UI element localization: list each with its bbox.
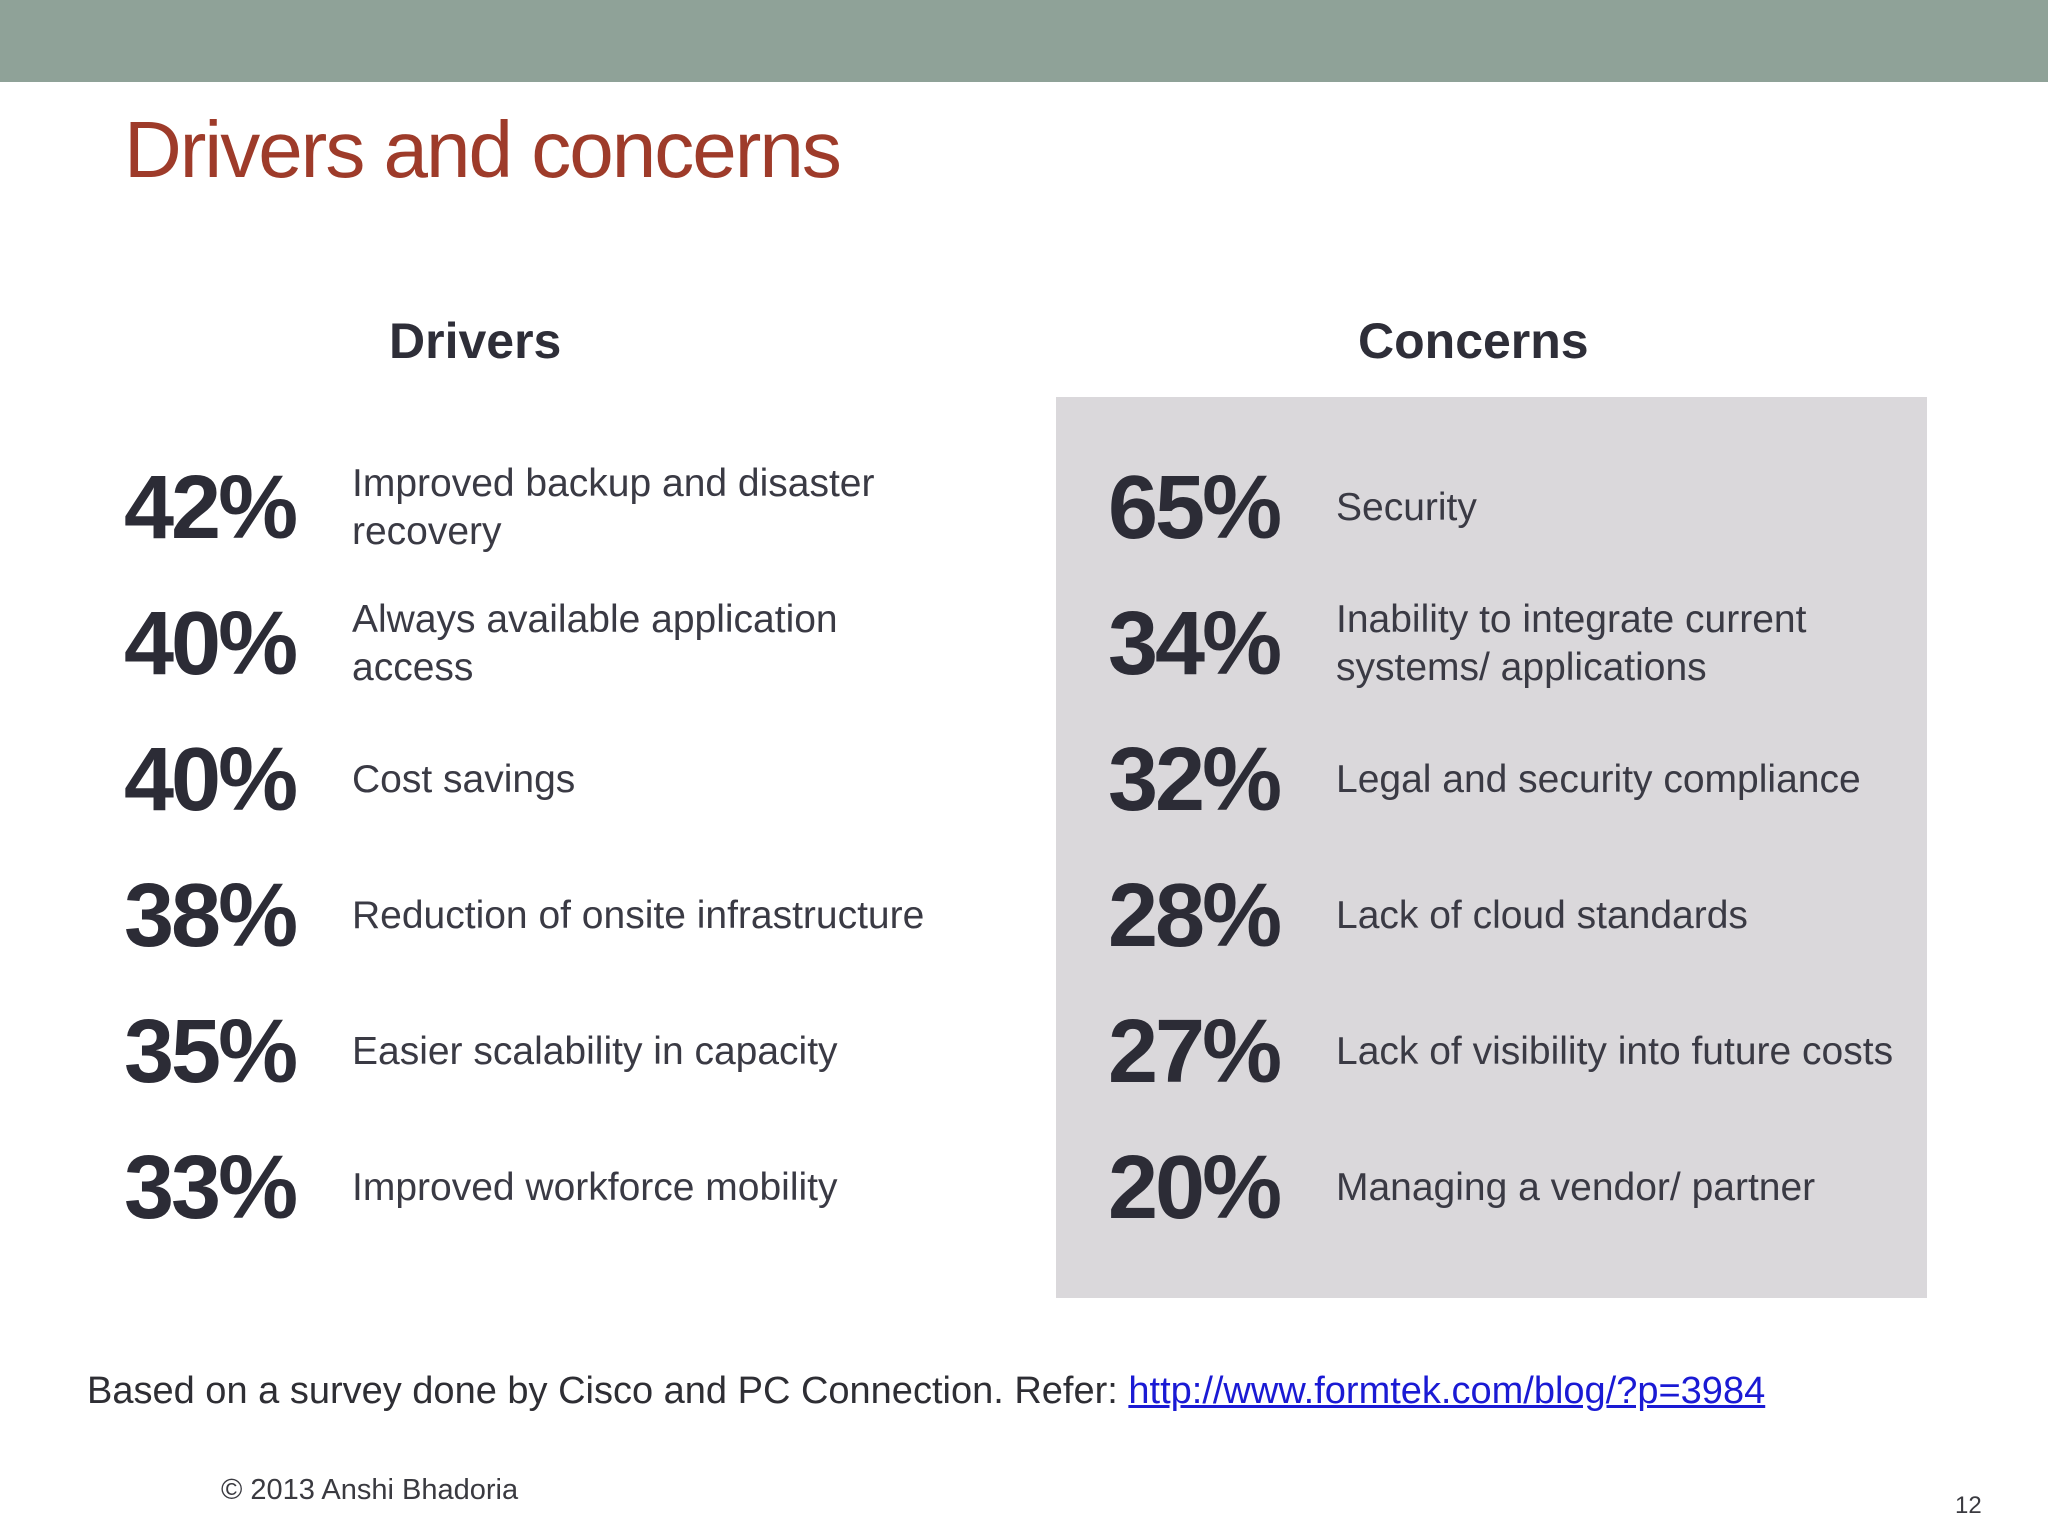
driver-item: 33% Improved workforce mobility xyxy=(124,1120,1004,1256)
driver-item: 40% Always available application access xyxy=(124,576,1004,712)
source-text: Based on a survey done by Cisco and PC C… xyxy=(87,1370,1129,1412)
drivers-list: 42% Improved backup and disaster recover… xyxy=(124,440,1004,1256)
concerns-list: 65% Security 34% Inability to integrate … xyxy=(1108,440,1918,1256)
driver-label: Improved backup and disaster recovery xyxy=(352,462,875,553)
source-note: Based on a survey done by Cisco and PC C… xyxy=(87,1370,1765,1413)
concern-label: Lack of cloud standards xyxy=(1336,894,1748,937)
top-header-band xyxy=(0,0,2048,82)
concerns-heading: Concerns xyxy=(1358,313,1589,369)
concern-percent: 20% xyxy=(1108,1138,1282,1238)
page-number: 12 xyxy=(1955,1492,1982,1519)
driver-label: Easier scalability in capacity xyxy=(352,1030,838,1073)
driver-percent: 38% xyxy=(124,866,298,966)
driver-item: 40% Cost savings xyxy=(124,712,1004,848)
driver-label: Cost savings xyxy=(352,758,576,801)
concern-item: 32% Legal and security compliance xyxy=(1108,712,1918,848)
concern-percent: 34% xyxy=(1108,594,1282,694)
driver-label: Improved workforce mobility xyxy=(352,1166,838,1209)
concern-percent: 27% xyxy=(1108,1002,1282,1102)
concern-item: 28% Lack of cloud standards xyxy=(1108,848,1918,984)
driver-percent: 35% xyxy=(124,1002,298,1102)
concern-item: 27% Lack of visibility into future costs xyxy=(1108,984,1918,1120)
concern-label: Lack of visibility into future costs xyxy=(1336,1030,1894,1073)
slide-title: Drivers and concerns xyxy=(124,105,842,194)
concern-label: Managing a vendor/ partner xyxy=(1336,1166,1816,1209)
driver-label: Reduction of onsite infrastructure xyxy=(352,894,925,937)
concern-label: Legal and security compliance xyxy=(1336,758,1861,801)
concern-percent: 28% xyxy=(1108,866,1282,966)
driver-label: Always available application access xyxy=(352,598,838,689)
driver-item: 42% Improved backup and disaster recover… xyxy=(124,440,1004,576)
copyright-notice: © 2013 Anshi Bhadoria xyxy=(221,1474,519,1506)
driver-item: 35% Easier scalability in capacity xyxy=(124,984,1004,1120)
concern-item: 20% Managing a vendor/ partner xyxy=(1108,1120,1918,1256)
concern-label: Security xyxy=(1336,486,1477,529)
driver-percent: 40% xyxy=(124,730,298,830)
concern-item: 34% Inability to integrate current syste… xyxy=(1108,576,1918,712)
concern-label: Inability to integrate current systems/ … xyxy=(1336,598,1807,689)
driver-percent: 33% xyxy=(124,1138,298,1238)
driver-item: 38% Reduction of onsite infrastructure xyxy=(124,848,1004,984)
drivers-heading: Drivers xyxy=(389,313,562,369)
concern-percent: 65% xyxy=(1108,458,1282,558)
concerns-panel xyxy=(1056,397,1927,1298)
concern-percent: 32% xyxy=(1108,730,1282,830)
driver-percent: 42% xyxy=(124,458,298,558)
driver-percent: 40% xyxy=(124,594,298,694)
source-link[interactable]: http://www.formtek.com/blog/?p=3984 xyxy=(1128,1370,1766,1412)
concern-item: 65% Security xyxy=(1108,440,1918,576)
